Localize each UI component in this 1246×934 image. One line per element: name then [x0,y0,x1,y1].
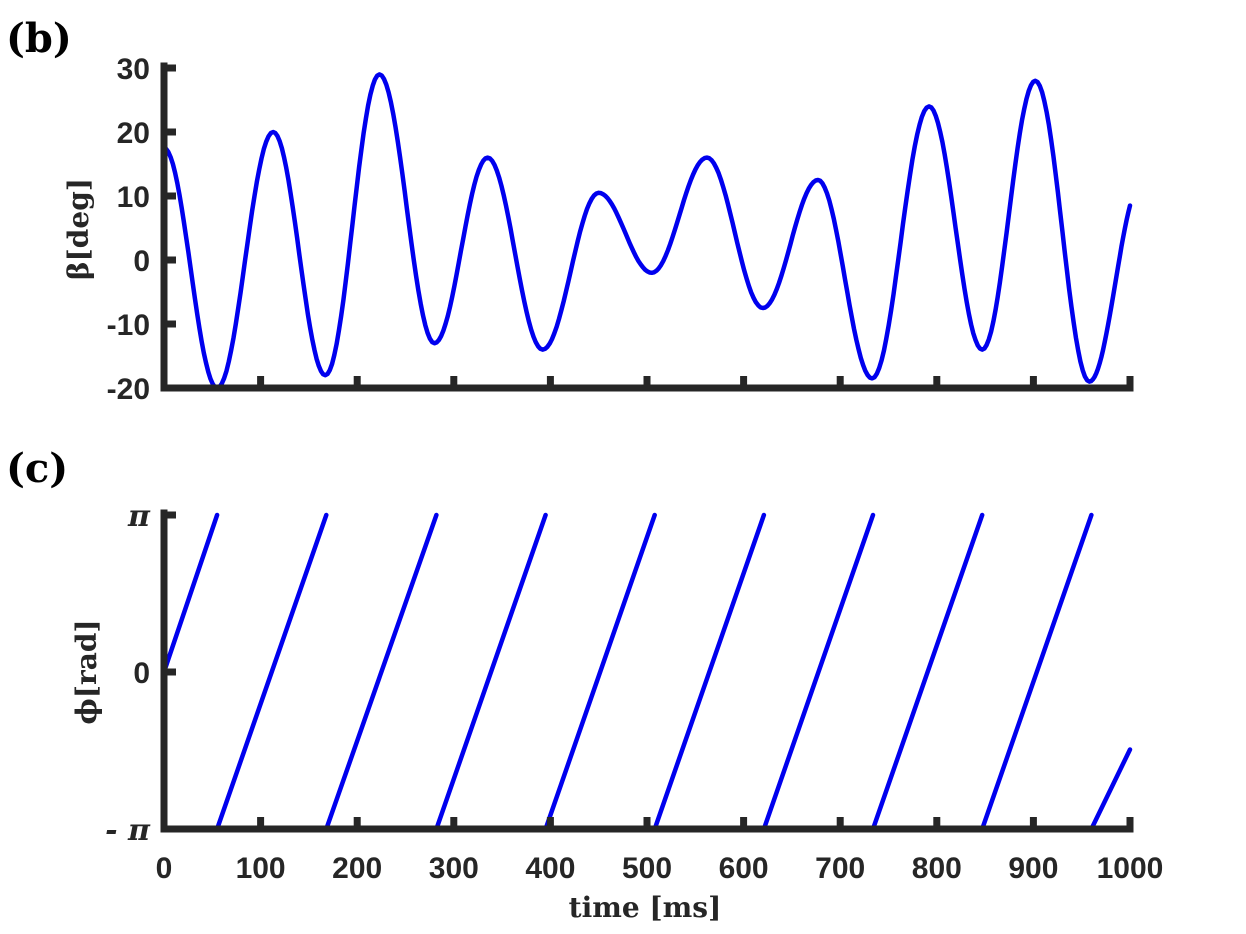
panel-b-y-tick-label: -10 [107,309,150,342]
panel-b-label: (b) [6,15,72,62]
panel-c-phase-segment-9 [979,512,1094,832]
panel-c-x-tick-label: 0 [156,852,173,885]
panel-c-phase-segment-7 [761,512,876,832]
panel-b-y-tick-label: 10 [117,181,150,214]
panel-b-beta-line [161,72,1133,391]
panel-c-y-tick-label: - π [105,813,151,848]
panel-c-x-tick-label: 900 [1008,852,1058,885]
panel-c-label: (c) [6,445,68,492]
panel-c-x-tick-label: 700 [815,852,865,885]
panel-c-y-tick-label: π [127,499,151,534]
panel-c-phase-segment-8 [870,512,985,832]
panel-c-plot: 0 100 200 300 400 500 600 700 800 900 1000- π0π [105,499,1163,885]
panel-b-plot: -20 -10 0 10 20 30 [107,53,1134,406]
panel-c-phase-segment-2 [214,512,329,832]
panel-b-y-tick-label: 20 [117,117,150,150]
panel-c-ylabel: ϕ[rad] [70,619,103,724]
panel-c-phase-segment-4 [434,512,548,832]
panel-c-phase-segment-1 [161,512,220,675]
panel-c-phase-segment-3 [324,512,439,832]
panel-c: (c) 0 100 200 300 400 500 600 700 800 900 1000- π0… [6,445,1163,924]
panel-c-x-tick-label: 400 [525,852,575,885]
panel-c-x-tick-label: 100 [236,852,286,885]
panel-b-ylabel: β[deg] [62,178,95,280]
panel-c-x-tick-label: 200 [332,852,382,885]
panel-c-x-tick-label: 300 [429,852,479,885]
panel-b-y-tick-label: 0 [133,245,150,278]
panel-b-y-tick-label: -20 [107,373,150,406]
panel-c-x-tick-label: 500 [622,852,672,885]
panel-c-xlabel: time [ms] [569,891,722,924]
panel-c-phase-segment-10 [1089,747,1133,832]
panel-c-y-tick-label: 0 [133,657,150,690]
panel-b: (b) -20 -10 0 10 20 30 β[deg] [6,15,1134,406]
panel-c-x-tick-label: 800 [912,852,962,885]
panel-c-phase-segment-6 [652,512,767,832]
panel-c-phase-segment-5 [543,512,657,832]
panel-b-y-tick-label: 30 [117,53,150,86]
panel-c-x-tick-label: 1000 [1097,852,1164,885]
panel-c-x-tick-label: 600 [719,852,769,885]
